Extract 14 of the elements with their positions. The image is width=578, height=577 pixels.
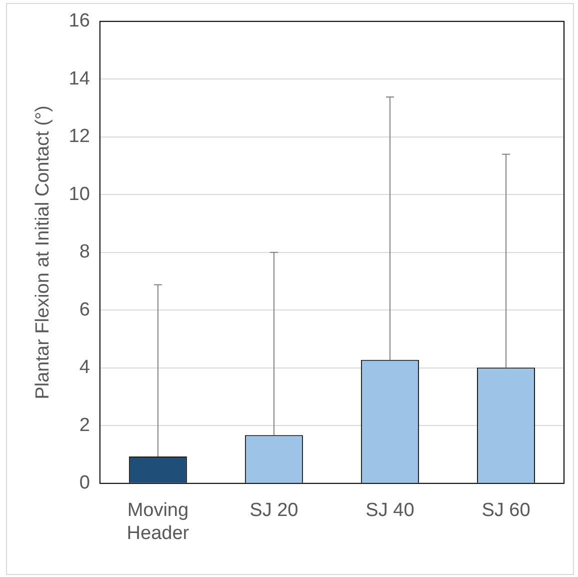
- x-tick-label: SJ 20: [250, 500, 298, 522]
- x-tick-label: SJ 40: [366, 500, 414, 522]
- y-tick-label: 6: [79, 299, 90, 320]
- y-tick-label: 14: [68, 68, 90, 90]
- y-tick-label: 2: [79, 414, 90, 436]
- y-tick-label: 12: [68, 126, 90, 148]
- y-axis-title: Plantar Flexion at Initial Contact (°): [32, 106, 54, 400]
- x-tick-label: SJ 60: [482, 500, 530, 522]
- y-tick-label: 16: [68, 10, 90, 32]
- y-tick-label: 0: [79, 472, 90, 494]
- y-tick-label: 10: [68, 184, 90, 205]
- y-tick-label: 4: [79, 357, 90, 378]
- x-tick-label: Moving Header: [126, 500, 190, 544]
- y-tick-label: 8: [79, 242, 90, 263]
